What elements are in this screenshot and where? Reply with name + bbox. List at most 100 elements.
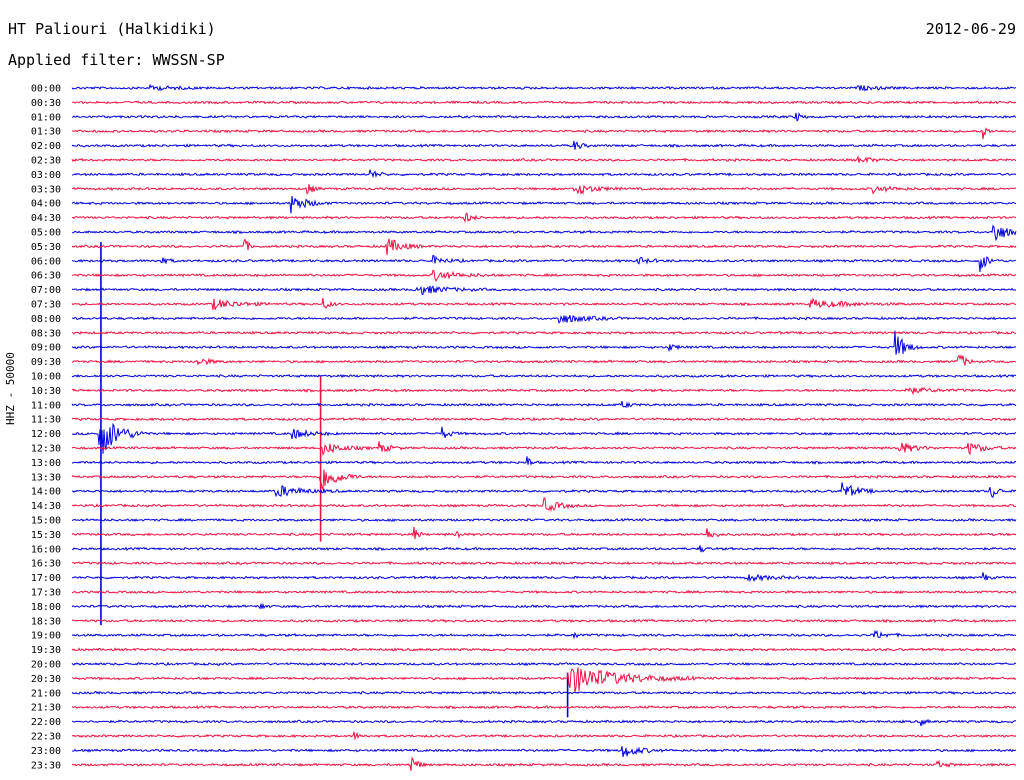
time-label: 02:00 xyxy=(31,141,61,152)
time-label: 03:30 xyxy=(31,184,61,195)
time-label: 14:30 xyxy=(31,501,61,512)
trace-0300 xyxy=(71,169,1017,179)
time-label: 20:30 xyxy=(31,674,61,685)
trace-2300 xyxy=(71,746,1017,758)
time-label: 18:00 xyxy=(31,602,61,613)
trace-0530 xyxy=(71,238,1017,256)
trace-1100 xyxy=(71,400,1017,409)
trace-1200 xyxy=(71,422,1017,454)
trace-0730 xyxy=(71,297,1017,310)
trace-1600 xyxy=(71,545,1017,553)
time-label: 19:00 xyxy=(31,631,61,642)
time-label: 16:00 xyxy=(31,544,61,555)
time-label: 22:00 xyxy=(31,717,61,728)
time-label: 00:00 xyxy=(31,84,61,95)
trace-0030 xyxy=(71,100,1017,105)
time-label: 15:00 xyxy=(31,516,61,527)
trace-1130 xyxy=(71,416,1017,422)
trace-1230 xyxy=(71,441,1017,457)
time-label: 09:30 xyxy=(31,357,61,368)
trace-0330 xyxy=(71,184,1017,195)
trace-2130 xyxy=(71,705,1017,710)
time-label: 20:00 xyxy=(31,660,61,671)
time-label: 21:00 xyxy=(31,688,61,699)
time-label: 08:30 xyxy=(31,328,61,339)
trace-2230 xyxy=(71,731,1017,741)
time-label: 13:30 xyxy=(31,472,61,483)
trace-0430 xyxy=(71,212,1017,224)
time-label: 11:00 xyxy=(31,400,61,411)
plot-date: 2012-06-29 xyxy=(925,20,1016,38)
trace-2200 xyxy=(71,718,1017,727)
time-label: 16:30 xyxy=(31,559,61,570)
time-label: 17:00 xyxy=(31,573,61,584)
trace-1900 xyxy=(71,629,1017,640)
trace-0600 xyxy=(71,254,1017,272)
trace-1030 xyxy=(71,386,1017,396)
trace-1530 xyxy=(71,526,1017,540)
time-label: 05:30 xyxy=(31,242,61,253)
trace-0400 xyxy=(71,195,1017,214)
time-label: 21:30 xyxy=(31,703,61,714)
time-label: 07:30 xyxy=(31,300,61,311)
trace-0630 xyxy=(71,269,1017,282)
time-label: 08:00 xyxy=(31,314,61,325)
time-label: 23:30 xyxy=(31,760,61,771)
trace-1400 xyxy=(71,482,1017,498)
trace-1500 xyxy=(71,517,1017,523)
time-label: 13:00 xyxy=(31,458,61,469)
trace-1000 xyxy=(71,373,1017,379)
trace-2000 xyxy=(71,661,1017,667)
trace-2030 xyxy=(71,667,1017,693)
time-label: 03:00 xyxy=(31,170,61,181)
trace-1800 xyxy=(71,602,1017,610)
large-event-spikes xyxy=(100,242,569,718)
trace-1300 xyxy=(72,456,1017,466)
time-label: 01:30 xyxy=(31,127,61,138)
trace-0230 xyxy=(71,155,1017,164)
time-label: 23:00 xyxy=(31,746,61,757)
time-label: 02:30 xyxy=(31,156,61,167)
time-label: 01:00 xyxy=(31,112,61,123)
trace-1430 xyxy=(71,497,1017,513)
trace-1930 xyxy=(71,647,1017,652)
time-label: 04:00 xyxy=(31,199,61,210)
time-label: 14:00 xyxy=(31,487,61,498)
trace-0100 xyxy=(71,112,1017,122)
time-label: 15:30 xyxy=(31,530,61,541)
trace-0930 xyxy=(71,354,1017,366)
time-label: 22:30 xyxy=(31,732,61,743)
time-label: 09:00 xyxy=(31,343,61,354)
time-label: 10:30 xyxy=(31,386,61,397)
trace-0000 xyxy=(71,83,1017,92)
trace-1730 xyxy=(71,589,1017,595)
time-label: 10:00 xyxy=(31,372,61,383)
station-title: HT Paliouri (Halkidiki) xyxy=(8,20,216,38)
trace-1330 xyxy=(71,469,1017,492)
trace-2330 xyxy=(71,756,1016,771)
time-label: 04:30 xyxy=(31,213,61,224)
trace-0900 xyxy=(71,330,1017,355)
time-label: 05:00 xyxy=(31,228,61,239)
trace-0800 xyxy=(71,315,1017,324)
trace-0500 xyxy=(72,224,1017,242)
filter-label: Applied filter: WWSSN-SP xyxy=(8,51,225,69)
trace-0130 xyxy=(71,127,1017,140)
time-label: 12:00 xyxy=(31,429,61,440)
time-label: 19:30 xyxy=(31,645,61,656)
time-label: 07:00 xyxy=(31,285,61,296)
time-label: 06:30 xyxy=(31,271,61,282)
time-label: 11:30 xyxy=(31,415,61,426)
trace-1830 xyxy=(71,618,1017,624)
time-label: 18:30 xyxy=(31,616,61,627)
trace-0200 xyxy=(71,140,1017,150)
trace-2100 xyxy=(71,690,1017,696)
trace-1630 xyxy=(71,560,1017,566)
time-label: 12:30 xyxy=(31,444,61,455)
trace-0700 xyxy=(71,285,1017,295)
trace-0830 xyxy=(71,330,1017,336)
time-label: 00:30 xyxy=(31,98,61,109)
time-label: 06:00 xyxy=(31,256,61,267)
time-label: 17:30 xyxy=(31,588,61,599)
